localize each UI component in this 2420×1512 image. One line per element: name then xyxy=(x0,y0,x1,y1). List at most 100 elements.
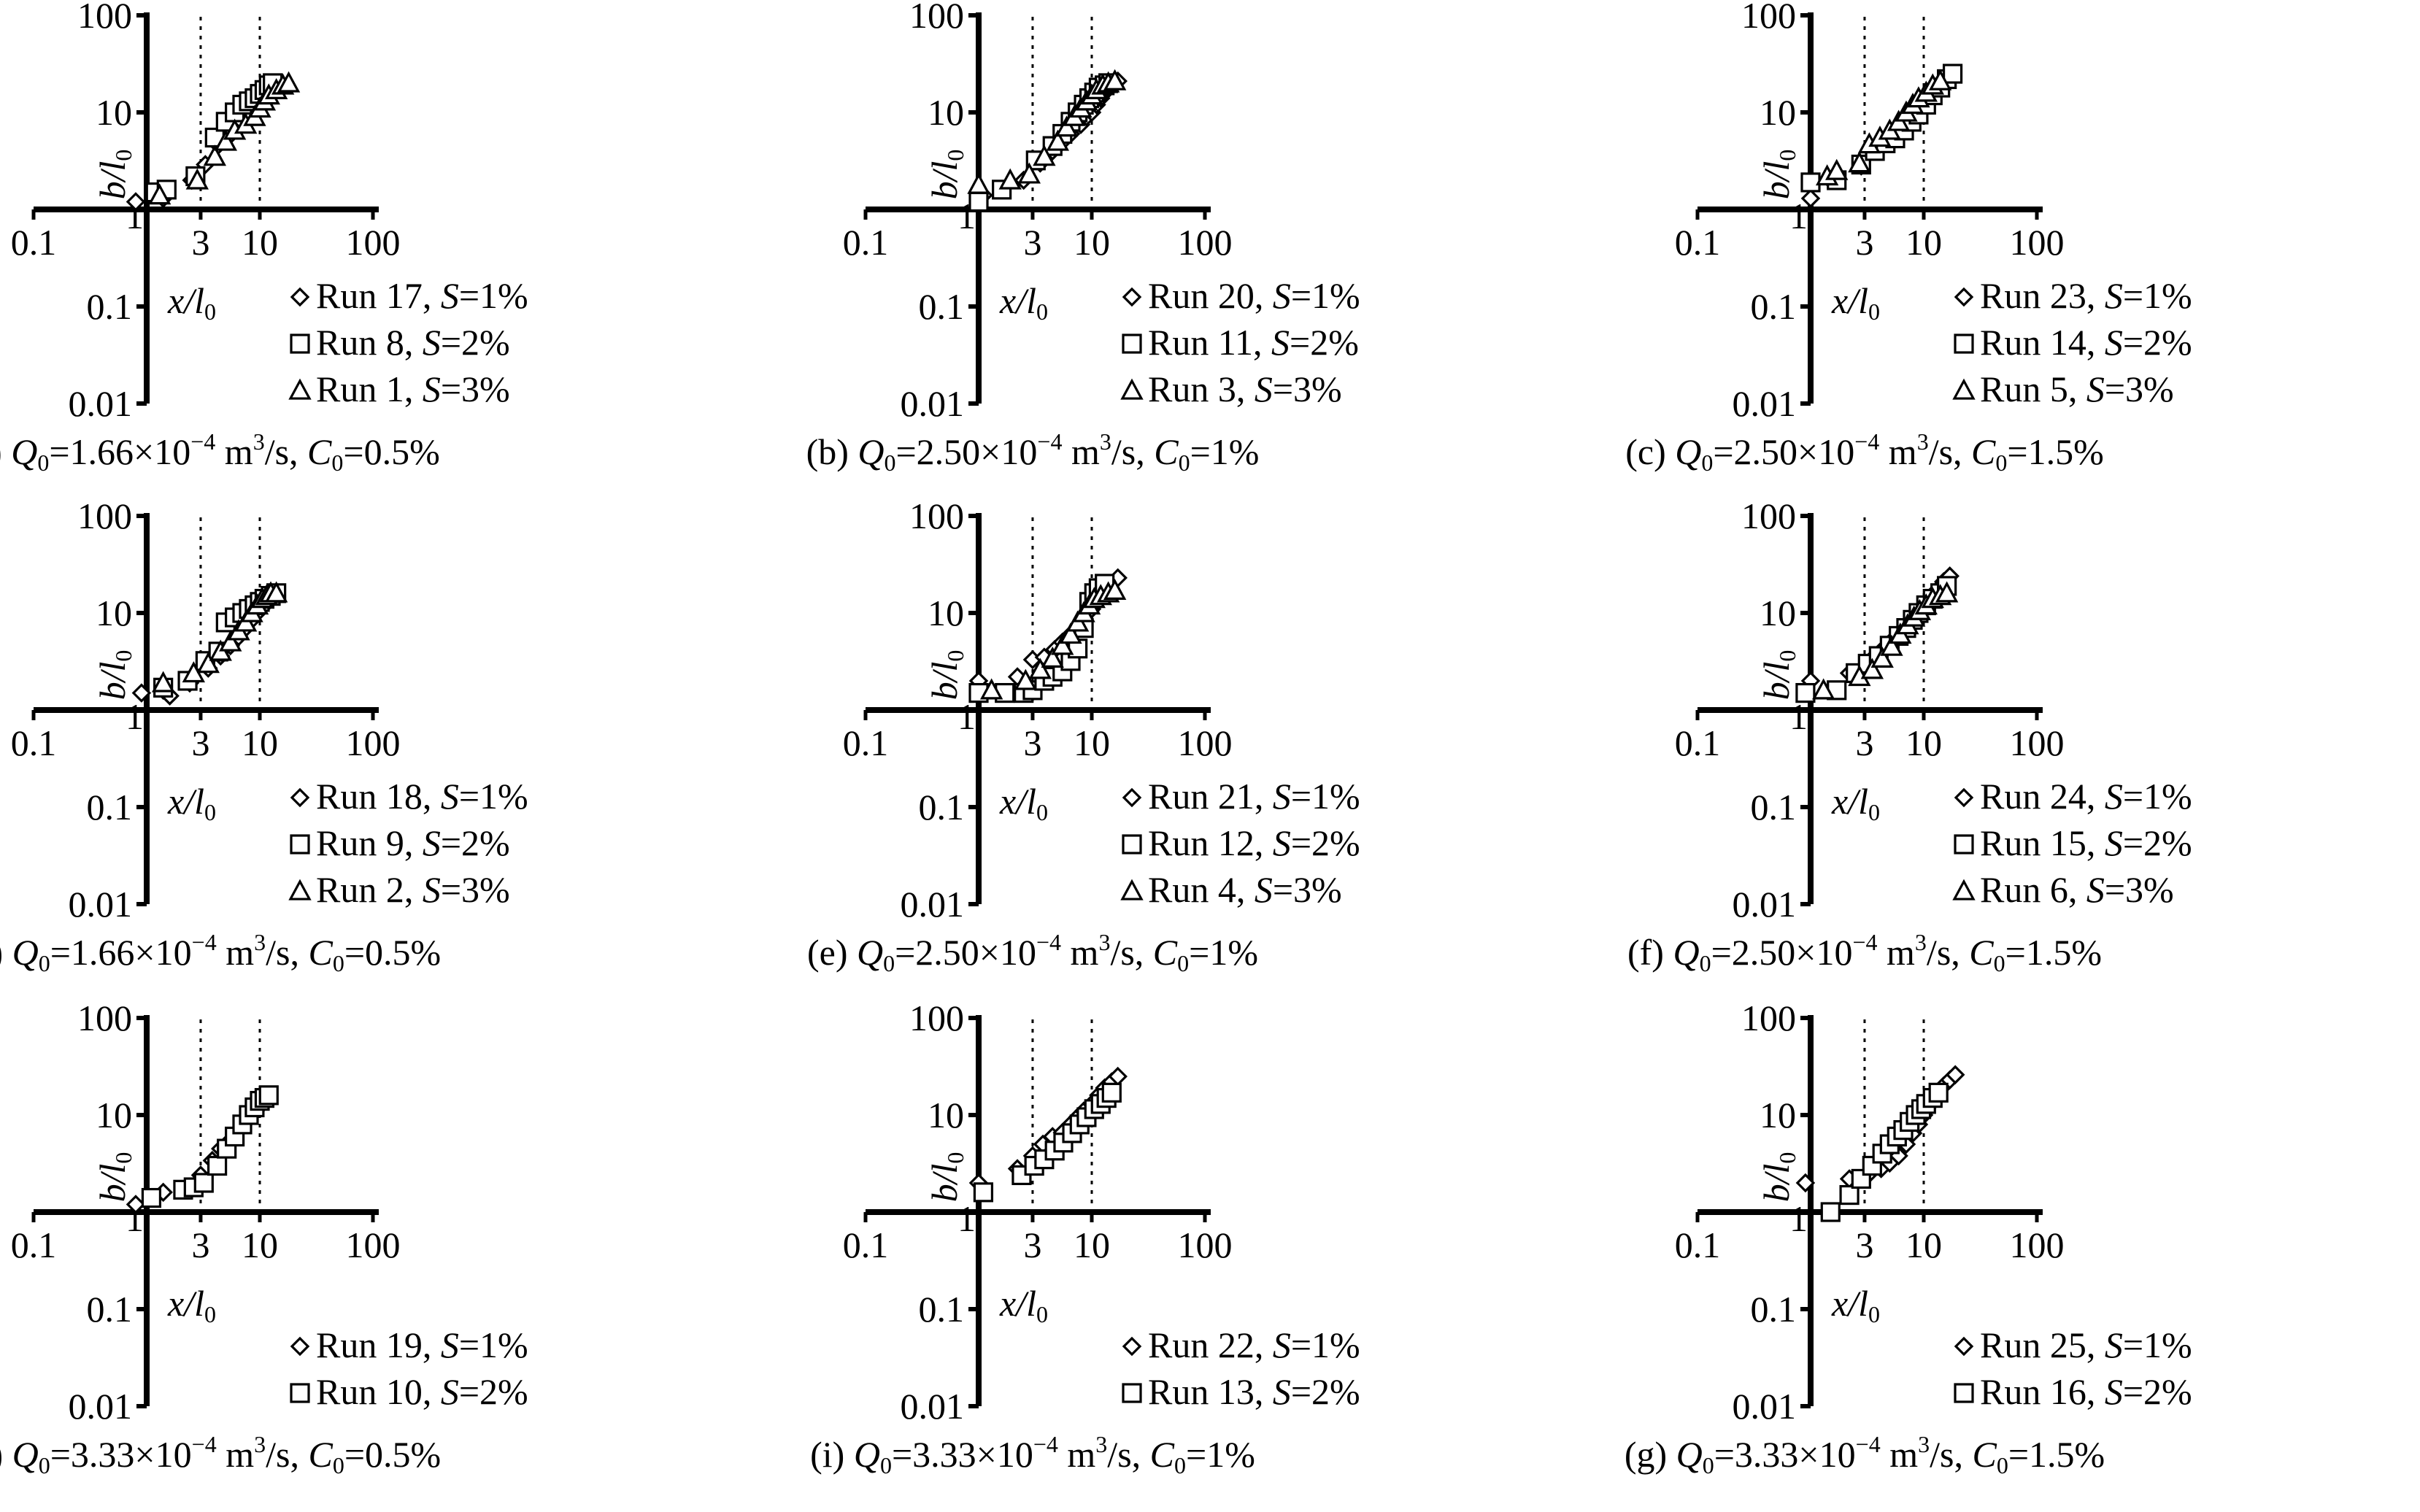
y-tick-label: 0.1 xyxy=(919,1289,965,1330)
panel-caption: (e) Q0=2.50×10−4 m3/s, C0=1% xyxy=(807,929,1258,976)
legend-marker xyxy=(1122,787,1142,808)
y-tick-label: 0.1 xyxy=(1751,286,1797,327)
data-point xyxy=(219,630,242,652)
legend-entry: Run 18, S=1% xyxy=(316,776,528,817)
panel-caption: (h) Q0=3.33×10−4 m3/s, C0=0.5% xyxy=(0,1431,441,1478)
y-tick-label: 0.01 xyxy=(901,383,965,424)
data-point xyxy=(1795,682,1816,703)
y-tick-label: 100 xyxy=(909,998,964,1038)
x-tick-label: 100 xyxy=(346,1224,401,1265)
data-point xyxy=(196,652,220,674)
legend-entry: Run 23, S=1% xyxy=(1980,275,2192,316)
y-tick-label: 1 xyxy=(126,696,144,737)
x-axis-label: x/l0 xyxy=(1831,1283,1880,1327)
y-tick-label: 0.01 xyxy=(69,383,133,424)
legend-entry: Run 2, S=3% xyxy=(316,869,510,910)
legend-entry: Run 16, S=2% xyxy=(1980,1371,2192,1412)
y-tick-label: 100 xyxy=(77,0,132,36)
x-tick-label: 0.1 xyxy=(1675,222,1721,263)
y-tick-label: 0.1 xyxy=(919,787,965,828)
x-tick-label: 10 xyxy=(1074,1224,1110,1265)
data-point xyxy=(1059,622,1082,644)
x-tick-label: 100 xyxy=(2010,722,2065,763)
y-axis-label: b/l0 xyxy=(924,150,968,200)
data-point xyxy=(998,168,1022,190)
panel-caption: (i) Q0=3.33×10−4 m3/s, C0=1% xyxy=(810,1431,1255,1478)
legend-entry: Run 15, S=2% xyxy=(1980,822,2192,863)
legend-entry: Run 10, S=2% xyxy=(316,1371,528,1412)
x-tick-label: 10 xyxy=(242,1224,278,1265)
data-point xyxy=(1033,144,1056,166)
x-tick-label: 0.1 xyxy=(843,1224,889,1265)
data-point xyxy=(147,183,172,205)
legend-entry: Run 19, S=1% xyxy=(316,1324,528,1365)
x-tick-label: 10 xyxy=(1074,722,1110,763)
x-tick-label: 100 xyxy=(346,222,401,263)
panel-caption: (c) Q0=2.50×10−4 m3/s, C0=1.5% xyxy=(1625,428,2104,476)
data-point xyxy=(207,1155,228,1176)
x-tick-label: 0.1 xyxy=(843,722,889,763)
legend-marker xyxy=(1122,333,1142,354)
legend-marker xyxy=(1954,287,1974,307)
y-axis-label: b/l0 xyxy=(92,650,136,701)
x-tick-label: 3 xyxy=(1023,222,1041,263)
panel-caption: (f) Q0=2.50×10−4 m3/s, C0=1.5% xyxy=(1627,929,2102,976)
x-tick-label: 100 xyxy=(1178,722,1233,763)
x-tick-label: 100 xyxy=(1178,222,1233,263)
legend-entry: Run 9, S=2% xyxy=(316,822,510,863)
x-tick-label: 0.1 xyxy=(11,1224,57,1265)
y-tick-label: 0.01 xyxy=(1733,383,1797,424)
legend-marker xyxy=(1954,787,1974,808)
legend-entry: Run 22, S=1% xyxy=(1148,1324,1360,1365)
x-tick-label: 100 xyxy=(346,722,401,763)
x-tick-label: 3 xyxy=(1023,1224,1041,1265)
y-tick-label: 0.1 xyxy=(1751,787,1797,828)
y-tick-label: 100 xyxy=(1741,0,1796,36)
data-point xyxy=(185,168,209,190)
data-point xyxy=(1028,657,1052,679)
y-tick-label: 1 xyxy=(1789,1198,1808,1239)
y-tick-label: 0.01 xyxy=(69,884,133,925)
y-tick-label: 0.01 xyxy=(1733,1386,1797,1427)
legend-marker xyxy=(290,1383,310,1403)
legend-marker xyxy=(290,1336,310,1357)
x-tick-label: 3 xyxy=(191,222,209,263)
chart-panel: 100 10 1 0.1 0.01 0.1 3 10 100 b/l0 x/l0 Run 21, S=… xyxy=(807,495,1360,976)
y-tick-label: 100 xyxy=(909,0,964,36)
x-axis-label: x/l0 xyxy=(999,280,1048,325)
data-point xyxy=(151,671,175,693)
x-axis-label: x/l0 xyxy=(167,1283,216,1327)
data-point xyxy=(1051,633,1074,655)
chart-panel: 100 10 1 0.1 0.01 0.1 3 10 100 b/l0 x/l0 Run 24, S=… xyxy=(1627,495,2192,976)
data-point xyxy=(1839,1184,1860,1206)
y-tick-label: 1 xyxy=(1789,696,1808,737)
data-point xyxy=(1103,69,1127,90)
data-point xyxy=(193,1173,214,1193)
chart-panel: 100 10 1 0.1 0.01 0.1 3 10 100 b/l0 x/l0 Run 18, S=… xyxy=(0,495,528,976)
data-point xyxy=(203,144,227,166)
panel-caption: (a) Q0=1.66×10−4 m3/s, C0=0.5% xyxy=(0,428,440,476)
y-axis-label: b/l0 xyxy=(1756,1152,1800,1203)
legend-entry: Run 12, S=2% xyxy=(1148,822,1360,863)
y-tick-label: 10 xyxy=(96,92,132,133)
chart-panel: 100 10 1 0.1 0.01 0.1 3 10 100 b/l0 x/l0 Run 25, S=… xyxy=(1625,998,2192,1478)
data-point xyxy=(1811,678,1835,700)
y-tick-label: 0.1 xyxy=(1751,1289,1797,1330)
y-tick-label: 10 xyxy=(96,1095,132,1135)
legend-entry: Run 17, S=1% xyxy=(316,275,528,316)
x-tick-label: 0.1 xyxy=(843,222,889,263)
y-tick-label: 0.1 xyxy=(87,1289,133,1330)
panel-caption: (b) Q0=2.50×10−4 m3/s, C0=1% xyxy=(806,428,1260,476)
x-axis-label: x/l0 xyxy=(999,781,1048,825)
panel-caption: (g) Q0=3.33×10−4 m3/s, C0=1.5% xyxy=(1625,1431,2105,1478)
data-point xyxy=(979,678,1003,700)
data-point xyxy=(1055,115,1079,137)
data-point xyxy=(1101,1082,1122,1103)
x-tick-label: 10 xyxy=(1905,722,1942,763)
legend-marker xyxy=(290,333,310,354)
data-point xyxy=(277,71,301,93)
x-tick-label: 10 xyxy=(1905,222,1942,263)
